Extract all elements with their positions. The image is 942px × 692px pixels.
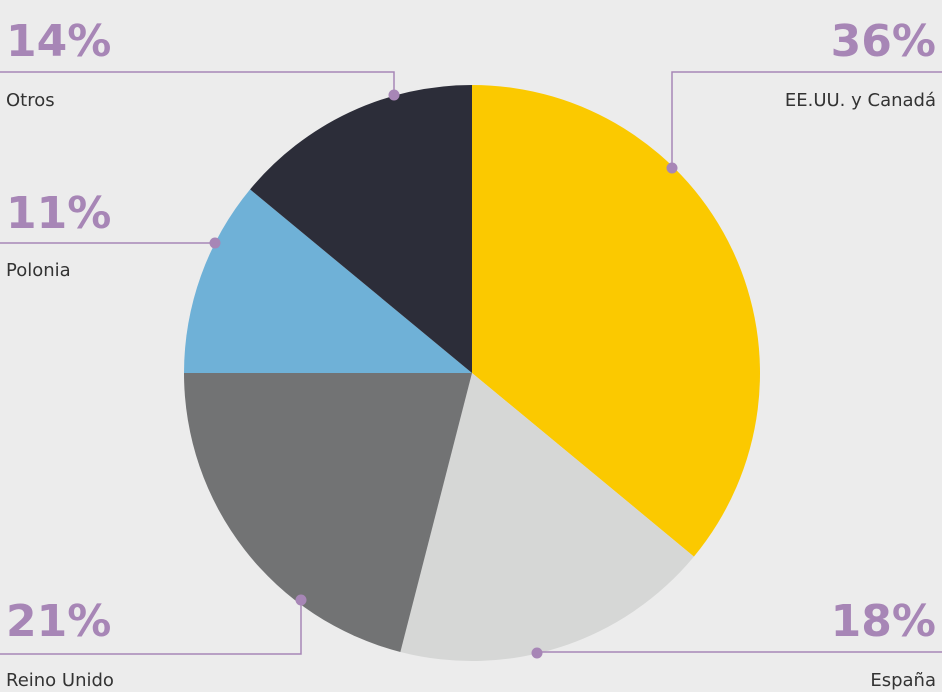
slice-labels: 36% EE.UU. y Canadá 18% España 21% Reino… (6, 16, 936, 691)
leader-dot-espana (531, 647, 543, 659)
name-label-polonia: Polonia (6, 260, 71, 281)
pie-slice-reino-unido (183, 373, 472, 652)
name-label-reino-unido: Reino Unido (6, 670, 114, 691)
leader-line-espana (536, 651, 942, 653)
pct-label-polonia: 11% (6, 188, 111, 239)
name-label-espana: España (870, 670, 936, 691)
pie-slice-otros (250, 84, 472, 373)
leader-lines (0, 71, 942, 659)
name-label-otros: Otros (6, 90, 55, 111)
leader-dot-polonia (209, 237, 221, 249)
leader-line-otros (0, 71, 395, 95)
leader-line-reino-unido (0, 600, 302, 655)
pie-slice-eeuu-canada (472, 85, 760, 557)
pct-label-otros: 14% (6, 16, 111, 67)
pie-slice-polonia (184, 189, 472, 373)
leader-dot-otros (388, 89, 400, 101)
leader-line-eeuu-canada (671, 71, 942, 168)
leader-dot-eeuu-canada (666, 162, 678, 174)
leader-dot-reino-unido (295, 594, 307, 606)
name-label-eeuu-canada: EE.UU. y Canadá (785, 90, 936, 111)
pct-label-reino-unido: 21% (6, 596, 111, 647)
pie-slices (183, 84, 760, 662)
pie-slice-espana (400, 373, 694, 662)
pct-label-espana: 18% (831, 596, 936, 647)
pct-label-eeuu-canada: 36% (831, 16, 936, 67)
